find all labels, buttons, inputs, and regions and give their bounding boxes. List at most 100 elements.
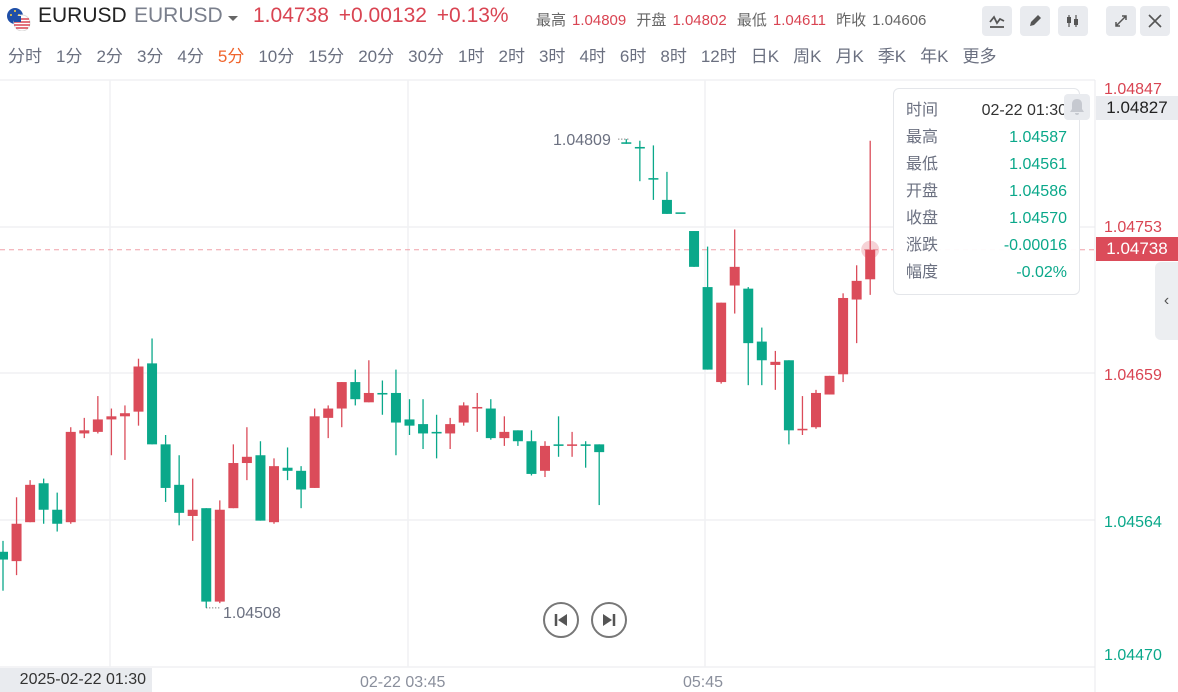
candle-body [255,455,266,521]
candle-body [512,430,523,442]
candle-body [838,297,849,375]
close-button[interactable] [1140,6,1170,36]
tab-period[interactable]: 3时 [538,47,566,66]
indicator-button[interactable] [982,6,1012,36]
tab-period[interactable]: 季K [877,47,907,66]
stat-high: 1.04809 [572,12,627,29]
tab-period[interactable]: 8时 [660,47,687,66]
candle-body [756,341,767,361]
tab-period[interactable]: 20分 [358,47,395,66]
y-tick: 1.04470 [1104,647,1162,664]
candle-body [729,266,740,286]
candle-body [431,431,442,434]
tab-period[interactable]: 1分 [56,47,83,66]
candle-body [526,441,537,474]
alert-bell-button[interactable] [1064,94,1090,120]
price-change-pct: +0.13% [436,4,509,27]
tab-period[interactable]: 2时 [498,47,525,66]
candle-type-icon [1067,15,1078,27]
candle-body [540,445,550,471]
stat-prev-close: 1.04606 [872,12,927,29]
candle-type-button[interactable] [1058,6,1088,36]
tab-period[interactable]: 30分 [408,47,445,66]
candle-body [350,382,361,400]
candle-body [269,466,279,523]
stat-label: 最高 [536,12,567,29]
tooltip-label: 时间 [906,102,939,119]
candle-body [499,431,510,439]
tab-period[interactable]: 5分 [217,47,245,66]
chevron-down-icon[interactable] [228,16,238,21]
crosshair-time-label: 2025-02-22 01:30 [0,668,152,692]
scroll-to-end-button[interactable] [591,602,627,638]
quote: 1.04738 +0.00132 +0.13% [253,4,509,28]
candle-body [743,288,754,344]
tab-period[interactable]: 12时 [700,47,737,66]
candle-body [323,408,334,418]
ohlc-tooltip: 时间 02-22 01:30 最高 1.04587 最低 1.04561 开盘 1.04586… [893,88,1080,295]
candle-body [282,467,293,471]
tooltip-row: 幅度 -0.02% [906,259,1067,286]
candle-body [228,463,239,509]
side-panel-toggle[interactable]: ‹ [1155,262,1178,340]
tooltip-value: 02-22 01:30 [981,102,1067,119]
candle-body [458,405,469,423]
x-tick: 02-22 03:45 [360,674,446,691]
min-price-label: 1.04508 [223,605,281,622]
tab-period[interactable]: 4时 [579,47,606,66]
candle-body [621,142,632,144]
tab-period[interactable]: 2分 [96,47,123,66]
candle-body [567,444,578,446]
candle-body [472,406,483,409]
y-tick: 1.04659 [1104,367,1162,384]
scroll-to-start-button[interactable] [543,602,579,638]
eu-us-flag-icon [7,8,31,31]
candle-body [214,509,225,602]
fullscreen-button[interactable] [1106,6,1136,36]
candle-body [38,483,49,510]
tab-period[interactable]: 3分 [136,47,164,66]
candle-body [187,509,198,516]
tab-period[interactable]: 日K [750,47,780,66]
candle-body [65,431,76,523]
candle-body [174,484,185,513]
tab-period[interactable]: 月K [835,47,864,66]
header: EURUSD EURUSD 1.04738 +0.00132 +0.13% 最高… [0,0,1178,36]
last-price-badge: 1.04738 [1096,237,1178,261]
symbol-selector[interactable]: EURUSD [134,4,223,27]
candle-body [851,280,862,300]
tab-period[interactable]: 年K [920,47,949,66]
tab-period[interactable]: 6时 [619,47,647,66]
tab-period[interactable]: 15分 [308,47,345,66]
tab-period[interactable]: 4分 [177,47,204,66]
candle-body [783,360,794,431]
tooltip-value: 1.04587 [1009,129,1067,146]
tab-period[interactable]: 10分 [258,47,295,66]
tab-period[interactable]: 更多 [962,47,997,66]
tooltip-value: -0.02% [1016,264,1067,281]
max-price-label: 1.04809 [553,132,611,149]
candle-body [0,551,8,560]
tooltip-row: 最高 1.04587 [906,124,1067,151]
candle-body [336,382,347,409]
tab-period[interactable]: 1时 [458,47,485,66]
candle-body [363,392,374,403]
crosshair-price-badge: 1.04827 [1096,96,1178,120]
candle-body [770,361,781,365]
skip-back-icon [554,614,567,626]
tab-period[interactable]: 周K [793,47,822,66]
candle-body [241,456,252,464]
candle-body [675,212,686,214]
candle-body [11,523,22,562]
draw-button[interactable] [1020,6,1050,36]
stat-label: 昨收 [836,12,867,29]
tab-period[interactable]: 分时 [8,47,42,66]
price-change: +0.00132 [338,4,427,27]
y-tick: 1.04753 [1104,219,1162,236]
stat-label: 最低 [736,12,767,29]
tooltip-row: 涨跌 -0.00016 [906,232,1067,259]
stat-label: 开盘 [636,12,667,29]
candle-body [865,249,876,280]
candle-body [390,392,401,423]
candle-body [689,231,700,267]
